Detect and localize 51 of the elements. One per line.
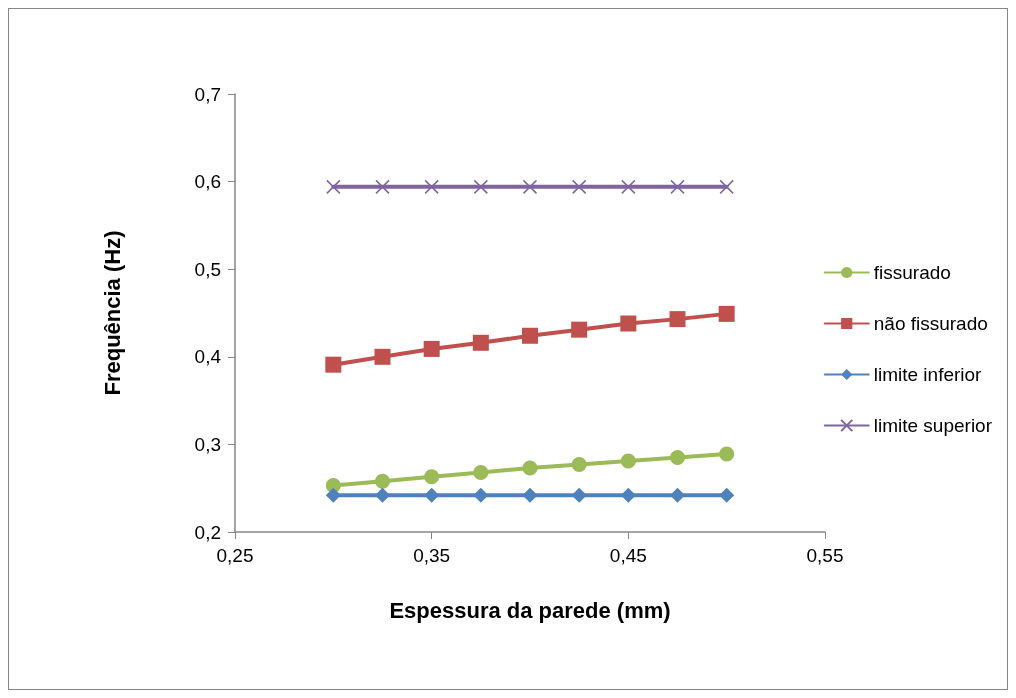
point [473, 487, 489, 503]
point [620, 315, 637, 332]
point [571, 179, 587, 195]
point [522, 460, 538, 476]
point [522, 327, 538, 344]
x-tick-label: 0,55 [806, 545, 844, 566]
legend-label: limite inferior [873, 364, 983, 385]
y-axis-title: Frequência (Hz) [99, 230, 125, 396]
point [669, 311, 686, 328]
point [670, 179, 685, 195]
point [375, 473, 390, 489]
point [620, 453, 636, 469]
point [718, 305, 735, 322]
y-tick-label: 0,3 [194, 433, 221, 455]
point [375, 487, 390, 503]
point [472, 334, 489, 351]
legend-label: não fissurado [873, 313, 988, 334]
point [473, 464, 489, 480]
point [424, 179, 439, 195]
point [522, 179, 538, 195]
point [670, 450, 685, 466]
point [522, 487, 538, 503]
x-tick-label: 0,25 [216, 545, 254, 566]
point [325, 487, 341, 503]
point [473, 179, 489, 195]
x-tick-label: 0,35 [413, 545, 451, 566]
x-tick-label: 0,45 [609, 545, 647, 566]
point [719, 446, 735, 462]
point [374, 348, 391, 365]
point [571, 321, 588, 338]
point [424, 487, 440, 503]
point [424, 469, 440, 485]
point [621, 179, 636, 195]
point [571, 487, 587, 503]
point [620, 487, 636, 503]
point [719, 179, 734, 195]
y-tick-label: 0,5 [194, 258, 221, 280]
point [719, 487, 735, 503]
y-tick-label: 0,7 [194, 83, 221, 105]
point [325, 356, 342, 373]
point [670, 487, 685, 503]
point [326, 179, 341, 195]
legend-label: fissurado [873, 262, 951, 283]
point [423, 340, 440, 357]
legend-label: limite superior [873, 415, 993, 436]
point [571, 457, 587, 473]
y-tick-label: 0,4 [194, 346, 222, 368]
y-tick-label: 0,6 [194, 171, 221, 193]
y-tick-label: 0,2 [194, 521, 221, 543]
point [375, 179, 390, 195]
x-axis-title: Espessura da parede (mm) [389, 597, 671, 623]
